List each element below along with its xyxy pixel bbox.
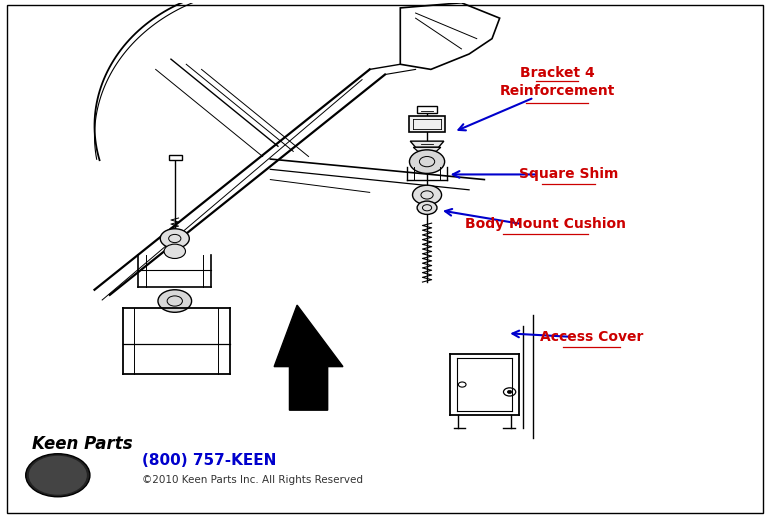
Bar <box>417 106 437 113</box>
Circle shape <box>507 391 512 394</box>
Polygon shape <box>413 147 440 151</box>
Text: Access Cover: Access Cover <box>540 330 643 344</box>
Circle shape <box>25 454 90 497</box>
Text: (800) 757-KEEN: (800) 757-KEEN <box>142 453 276 468</box>
Text: Body Mount Cushion: Body Mount Cushion <box>465 217 626 231</box>
Text: Bracket 4
Reinforcement: Bracket 4 Reinforcement <box>499 66 614 98</box>
Text: ©2010 Keen Parts Inc. All Rights Reserved: ©2010 Keen Parts Inc. All Rights Reserve… <box>142 476 363 485</box>
Circle shape <box>158 290 192 312</box>
Circle shape <box>164 244 186 258</box>
Circle shape <box>413 185 441 205</box>
Polygon shape <box>410 141 444 147</box>
Text: Keen Parts: Keen Parts <box>32 435 132 453</box>
Polygon shape <box>274 305 343 410</box>
Circle shape <box>410 150 444 174</box>
Circle shape <box>160 229 189 248</box>
Circle shape <box>417 201 437 214</box>
Circle shape <box>28 456 87 495</box>
Bar <box>409 116 445 132</box>
Text: Square Shim: Square Shim <box>519 167 618 181</box>
Bar <box>169 155 182 160</box>
